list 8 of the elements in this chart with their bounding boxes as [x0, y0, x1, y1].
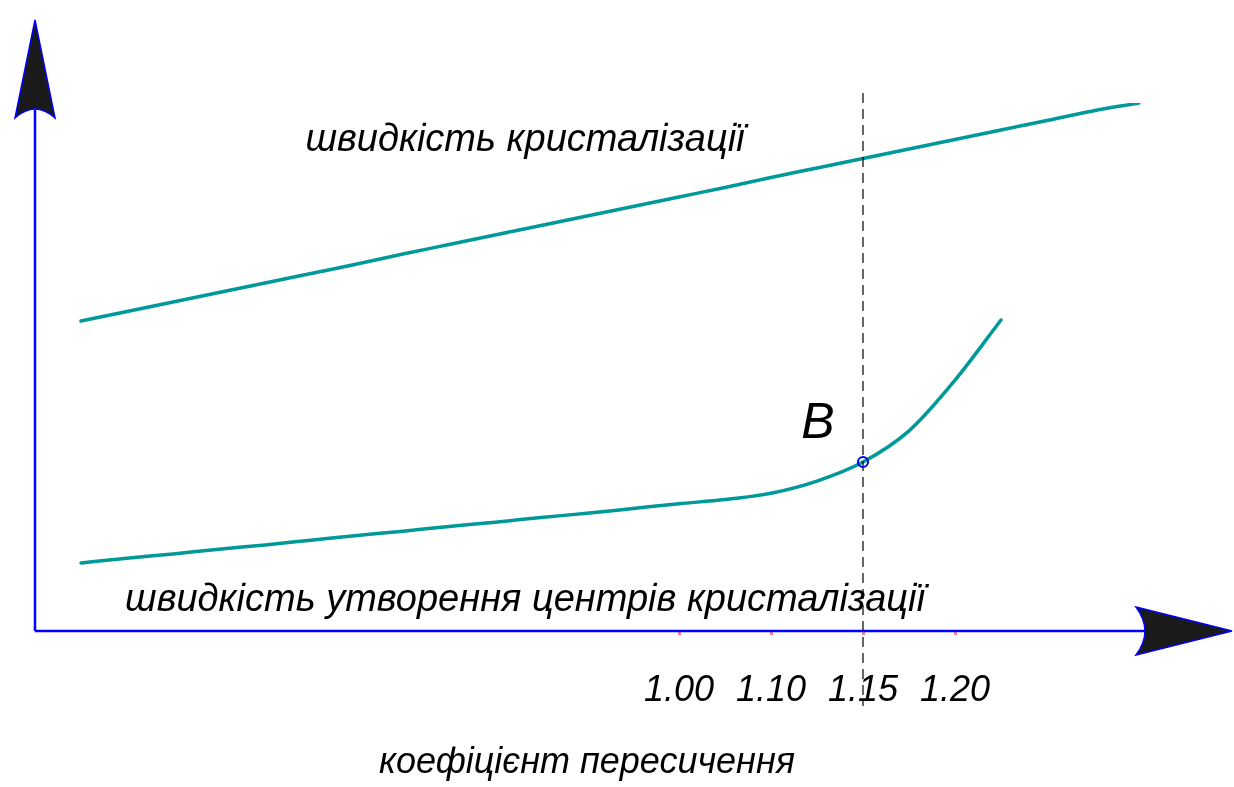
- x-tick-label: 1.20: [919, 667, 991, 709]
- x-tick-label: 1.15: [827, 667, 900, 709]
- x-tick-label: 1.10: [735, 667, 807, 709]
- annotation: B: [801, 392, 835, 449]
- x-tick-label: 1.00: [643, 667, 715, 709]
- series-label: швидкість утворення центрів кристалізації: [125, 576, 930, 619]
- x-axis-title: коефіцієнт пересичення: [379, 740, 795, 782]
- series-label: швидкість кристалізації: [305, 116, 750, 159]
